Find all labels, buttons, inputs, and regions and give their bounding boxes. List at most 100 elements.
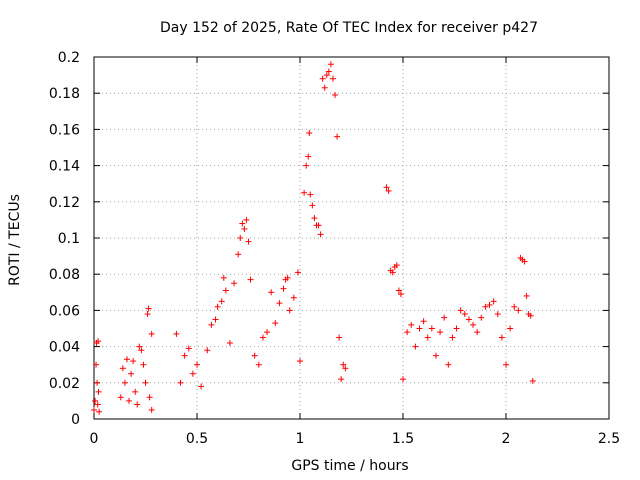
x-tick-label: 1	[296, 431, 305, 447]
data-point	[245, 238, 252, 245]
data-point	[474, 329, 481, 336]
data-point	[96, 408, 103, 415]
y-axis-label: ROTI / TECUs	[7, 194, 23, 286]
data-point	[239, 220, 246, 227]
data-point	[412, 343, 419, 350]
x-tick-labels: 0 0.5 1 1.5 2 2.5	[90, 431, 621, 447]
y-tick-label: 0.04	[49, 340, 80, 356]
data-point	[92, 397, 99, 404]
data-point	[226, 339, 233, 346]
data-point	[482, 303, 489, 310]
axis-ticks	[93, 56, 610, 420]
data-point	[317, 231, 324, 238]
data-point	[121, 379, 128, 386]
data-point	[441, 314, 448, 321]
data-point	[437, 329, 444, 336]
data-point	[132, 388, 139, 395]
data-point	[231, 280, 238, 287]
data-point	[385, 187, 392, 194]
data-point	[297, 358, 303, 365]
data-points	[91, 61, 536, 415]
x-tick-label: 2.5	[598, 431, 620, 447]
data-point	[294, 269, 301, 276]
data-point	[95, 338, 102, 345]
y-tick-label: 0.06	[49, 303, 80, 319]
y-tick-labels: 0 0.02 0.04 0.06 0.08 0.1 0.12 0.14 0.16 0.18 0.2	[49, 50, 80, 428]
data-point	[307, 191, 314, 198]
data-point	[327, 61, 334, 68]
data-point	[280, 285, 287, 292]
data-point	[117, 394, 124, 401]
data-point	[342, 365, 349, 372]
data-point	[123, 356, 130, 363]
data-point	[478, 314, 485, 321]
data-point	[276, 300, 283, 307]
data-point	[457, 307, 464, 314]
data-point	[140, 361, 147, 368]
data-point	[432, 352, 439, 359]
data-point	[145, 305, 152, 312]
data-point	[173, 330, 180, 337]
data-point	[428, 325, 435, 332]
data-point	[198, 383, 205, 390]
grid	[94, 57, 609, 419]
x-tick-label: 0.5	[186, 431, 208, 447]
data-point	[272, 320, 279, 327]
data-point	[212, 316, 219, 323]
x-tick-label: 2	[502, 431, 511, 447]
data-point	[334, 133, 341, 140]
data-point	[404, 329, 411, 336]
data-point	[305, 153, 312, 160]
data-point	[445, 361, 452, 368]
data-point	[136, 343, 143, 350]
data-point	[235, 251, 242, 258]
data-point	[264, 329, 271, 336]
data-point	[208, 321, 215, 328]
data-point	[255, 361, 262, 368]
data-point	[311, 215, 318, 222]
data-point	[204, 347, 211, 354]
data-point	[189, 370, 196, 377]
data-point	[424, 334, 431, 341]
data-point	[486, 301, 493, 308]
data-point	[286, 307, 293, 314]
data-point	[389, 269, 396, 276]
data-point	[340, 361, 347, 368]
data-point	[130, 358, 137, 365]
data-point	[218, 298, 225, 305]
chart-title: Day 152 of 2025, Rate Of TEC Index for r…	[160, 20, 538, 36]
y-tick-label: 0	[71, 412, 80, 428]
data-point	[138, 347, 145, 354]
data-point	[243, 216, 250, 223]
data-point	[290, 294, 297, 301]
data-point	[490, 298, 497, 305]
data-point	[126, 397, 133, 404]
y-tick-label: 0.02	[49, 376, 80, 392]
y-tick-label: 0.1	[58, 231, 80, 247]
data-point	[177, 379, 184, 386]
data-point	[94, 401, 101, 408]
y-tick-label: 0.12	[49, 195, 80, 211]
data-point	[529, 377, 536, 384]
data-point	[507, 325, 514, 332]
data-point	[515, 307, 522, 314]
y-tick-label: 0.2	[58, 50, 80, 66]
data-point	[336, 334, 343, 341]
data-point	[259, 334, 266, 341]
data-point	[449, 334, 456, 341]
data-point	[268, 289, 275, 296]
data-point	[241, 225, 248, 232]
data-point	[321, 84, 328, 91]
data-point	[148, 406, 155, 413]
data-point	[408, 321, 415, 328]
data-point	[420, 318, 427, 325]
data-point	[237, 235, 244, 241]
data-point	[338, 376, 345, 383]
y-tick-label: 0.14	[49, 159, 80, 175]
data-point	[465, 316, 472, 323]
data-point	[329, 75, 336, 82]
data-point	[498, 334, 505, 341]
data-point	[416, 325, 423, 332]
data-point	[325, 68, 332, 75]
